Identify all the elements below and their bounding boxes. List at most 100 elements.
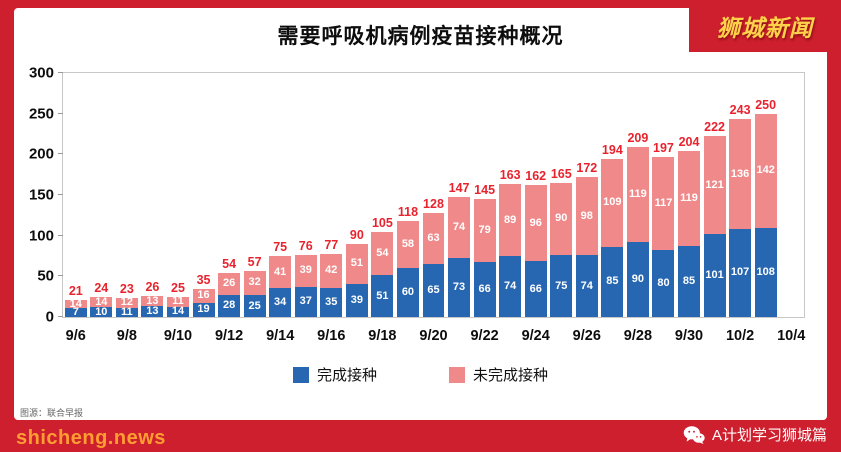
y-axis-tick	[58, 153, 63, 155]
bar-segment-unvaccinated: 41	[269, 256, 292, 289]
stacked-bar-9-20: 128 63 65	[422, 197, 445, 317]
source-caption: 图源：联合早报	[20, 408, 84, 418]
bar-segment-vaccinated: 85	[678, 246, 700, 318]
bar-total-label: 194	[601, 143, 623, 158]
bar-segment-unvaccinated: 90	[550, 182, 573, 255]
x-axis-label: 9/24	[521, 328, 550, 344]
bar-total-label: 243	[729, 103, 751, 118]
stacked-bar-9-17: 90 51 39	[345, 228, 368, 317]
stacked-bar-9-29: 197 117 80	[652, 141, 675, 317]
bar-segment-vaccinated: 13	[141, 306, 164, 317]
y-axis-label: 50	[37, 267, 54, 285]
bar-segment-unvaccinated: 89	[499, 184, 522, 256]
bar-segment-vaccinated: 108	[754, 227, 777, 317]
x-axis-label: 9/10	[163, 328, 193, 344]
stacked-bar-9-26: 172 98 74	[575, 161, 598, 317]
bar-segment-vaccinated: 74	[499, 255, 522, 317]
bar-segment-vaccinated: 51	[371, 275, 394, 317]
bar-total-label: 128	[423, 196, 444, 211]
bar-segment-vaccinated: 11	[115, 306, 138, 317]
bar-total-label: 76	[298, 239, 313, 254]
bar-segment-vaccinated: 25	[243, 295, 266, 317]
stacked-bar-9-25: 165 90 75	[550, 167, 573, 317]
stacked-bar-9-18: 105 54 51	[371, 216, 394, 317]
stacked-bar-9-12: 54 26 28	[218, 257, 241, 317]
bar-segment-vaccinated: 90	[626, 242, 649, 317]
bar-total-label: 172	[576, 161, 598, 176]
bar-segment-unvaccinated: 16	[192, 288, 215, 303]
plot-area: 21 14 7 24 14 10 23 12 11 26 13 13 25 11 14 35 16 19 54 26 2…	[29, 65, 805, 345]
bar-total-label: 209	[627, 131, 649, 146]
legend-item-unvaccinated: 未完成接种	[449, 364, 548, 385]
bar-segment-unvaccinated: 54	[371, 231, 394, 276]
bar-segment-vaccinated: 19	[192, 302, 215, 317]
x-axis-label: 9/18	[368, 328, 397, 344]
stacked-bar-9-8: 23 12 11	[115, 282, 138, 317]
y-axis-label: 200	[28, 145, 54, 163]
y-axis-label: 250	[28, 105, 54, 123]
stacked-bar-9-27: 194 109 85	[601, 143, 624, 317]
bar-total-label: 25	[171, 280, 185, 295]
y-axis-label: 300	[28, 64, 54, 82]
wechat-icon	[683, 425, 705, 444]
stacked-bar-10-1: 222 121 101	[703, 120, 726, 317]
bar-segment-unvaccinated: 12	[115, 297, 138, 308]
bar-segment-vaccinated: 73	[448, 257, 471, 317]
bar-total-label: 21	[68, 283, 83, 298]
stacked-bar-9-6: 21 14 7	[64, 284, 87, 318]
bar-segment-vaccinated: 101	[703, 233, 726, 317]
bar-segment-vaccinated: 28	[218, 294, 241, 317]
stacked-bar-10-3: 250 142 108	[754, 98, 777, 317]
bar-segment-vaccinated: 60	[396, 268, 419, 317]
x-axis-label: 9/30	[674, 328, 704, 344]
y-axis-tick	[58, 72, 63, 73]
y-axis-tick	[58, 234, 63, 236]
x-axis-label: 9/6	[65, 328, 86, 344]
bar-segment-unvaccinated: 11	[166, 296, 189, 307]
legend-swatch-vaccinated	[292, 366, 309, 383]
bar-total-label: 204	[678, 135, 700, 150]
bar-segment-unvaccinated: 142	[754, 113, 777, 228]
y-axis-tick	[58, 112, 63, 114]
bar-total-label: 147	[448, 181, 470, 196]
legend-item-vaccinated: 完成接种	[292, 364, 377, 385]
footer-account-label: A计划学习狮城篇	[711, 427, 827, 444]
bar-segment-vaccinated: 37	[294, 286, 317, 317]
bar-segment-vaccinated: 66	[524, 261, 547, 317]
bar-segment-unvaccinated: 109	[601, 159, 624, 247]
site-watermark: shicheng.news	[16, 427, 166, 449]
bar-total-label: 54	[222, 257, 237, 272]
bar-segment-unvaccinated: 32	[243, 270, 266, 296]
stacked-bar-9-9: 26 13 13	[141, 280, 164, 317]
bar-segment-vaccinated: 85	[601, 246, 624, 317]
bar-segment-vaccinated: 35	[320, 287, 343, 317]
bar-total-label: 162	[525, 169, 547, 184]
bar-segment-vaccinated: 75	[550, 255, 573, 317]
stacked-bar-9-19: 118 58 60	[396, 205, 419, 317]
stacked-bar-9-10: 25 11 14	[166, 281, 189, 317]
bar-total-label: 250	[755, 97, 777, 112]
bar-segment-vaccinated: 66	[473, 262, 496, 317]
bar-total-label: 165	[550, 166, 572, 181]
bar-total-label: 23	[119, 282, 134, 297]
stacked-bar-9-16: 77 42 35	[320, 238, 343, 317]
y-axis-label: 100	[28, 227, 54, 245]
legend-label-vaccinated: 完成接种	[316, 367, 377, 384]
bar-total-label: 105	[371, 215, 393, 230]
bar-segment-unvaccinated: 79	[473, 199, 496, 263]
bar-segment-vaccinated: 107	[729, 228, 752, 317]
bar-segment-unvaccinated: 42	[320, 254, 343, 288]
y-axis-tick	[58, 316, 63, 317]
bar-segment-vaccinated: 39	[345, 283, 368, 317]
bar-total-label: 163	[499, 168, 521, 183]
bar-segment-unvaccinated: 117	[652, 156, 675, 250]
chart-card: 需要呼吸机病例疫苗接种概况 21 14 7 24 14 10 23 12 11 26 13 13 25 1…	[14, 8, 827, 420]
bar-segment-unvaccinated: 39	[294, 255, 317, 287]
stacked-bar-9-23: 163 89 74	[499, 168, 522, 317]
x-axis-label: 10/4	[777, 328, 806, 344]
stacked-bar-9-21: 147 74 73	[448, 181, 471, 317]
x-axis-label: 9/28	[623, 328, 653, 344]
stacked-bar-9-14: 75 41 34	[269, 240, 292, 317]
brand-logo-text: 狮城新闻	[717, 15, 813, 41]
